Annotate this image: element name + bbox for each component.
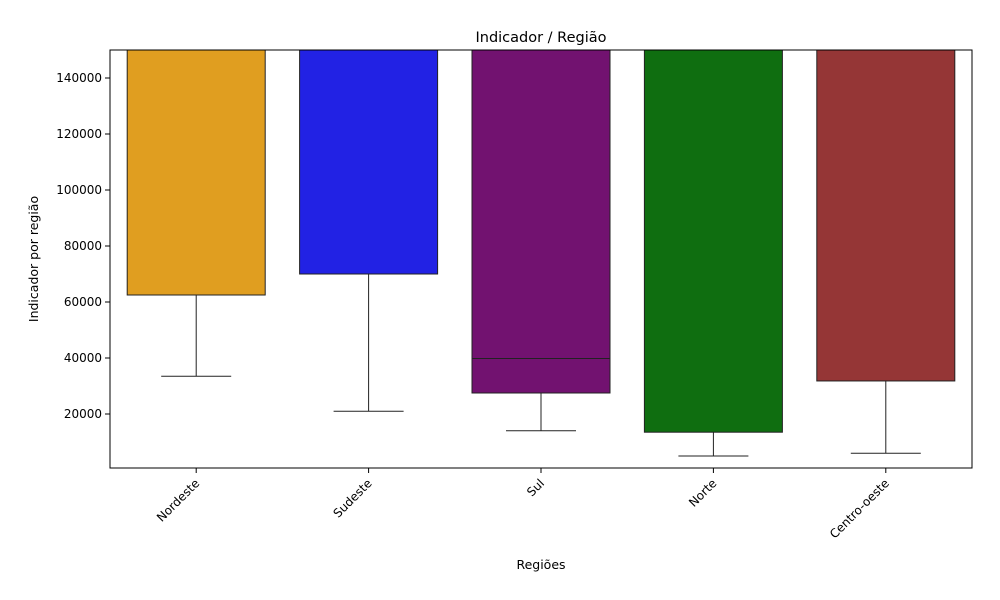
x-tick-label: Nordeste — [154, 476, 202, 524]
box-group — [126, 49, 266, 377]
x-axis-label: Regiões — [516, 557, 565, 572]
plot-frame — [109, 49, 973, 469]
box-sudeste — [299, 49, 439, 275]
x-tick-label: Centro-oeste — [827, 476, 892, 541]
box-group — [816, 49, 956, 454]
x-tick-label: Norte — [686, 476, 719, 509]
y-tick-label: 80000 — [64, 239, 102, 253]
x-tick-label: Sudeste — [330, 476, 374, 520]
box-group — [643, 49, 783, 457]
y-tick-label: 20000 — [64, 407, 102, 421]
box-norte — [643, 49, 783, 433]
box-centro-oeste — [816, 49, 956, 382]
x-tick-label: Sul — [524, 476, 547, 499]
plot-area: Nordeste Sudeste Sul Norte Centro-oeste 20000… — [56, 49, 973, 541]
y-tick-label: 120000 — [56, 127, 102, 141]
y-axis-label: Indicador por região — [26, 196, 41, 322]
y-tick-label: 100000 — [56, 183, 102, 197]
box-group — [471, 49, 611, 432]
box-nordeste — [126, 49, 266, 296]
y-tick-label: 60000 — [64, 295, 102, 309]
y-tick-label: 140000 — [56, 71, 102, 85]
y-tick-label: 40000 — [64, 351, 102, 365]
chart-title: Indicador / Região — [475, 30, 606, 46]
box-sul — [471, 49, 611, 394]
box-group — [299, 49, 439, 412]
